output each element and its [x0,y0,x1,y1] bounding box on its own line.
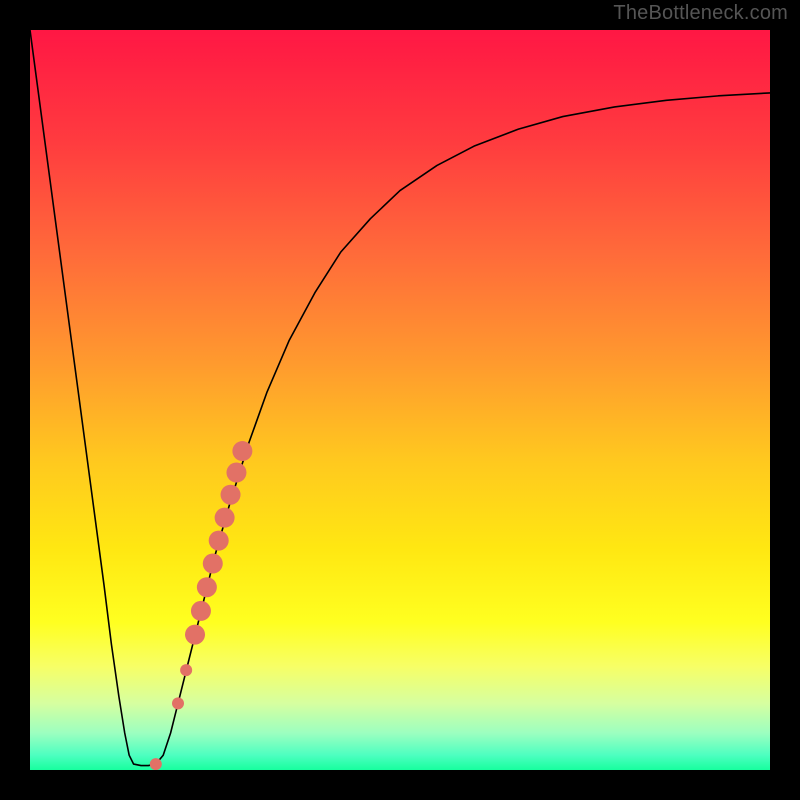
data-marker [197,577,217,597]
curve-layer [30,30,770,770]
data-marker [221,485,241,505]
data-marker [203,554,223,574]
data-marker [226,463,246,483]
attribution-label: TheBottleneck.com [613,2,788,25]
bottleneck-curve [30,30,770,766]
data-marker [185,625,205,645]
plot-area [30,30,770,770]
data-marker [150,758,162,770]
data-marker [209,531,229,551]
data-marker [215,508,235,528]
plot-outer [0,0,800,800]
data-marker [232,441,252,461]
data-marker [191,601,211,621]
data-marker [180,664,192,676]
chart-container: TheBottleneck.com [0,0,800,800]
data-marker [172,697,184,709]
